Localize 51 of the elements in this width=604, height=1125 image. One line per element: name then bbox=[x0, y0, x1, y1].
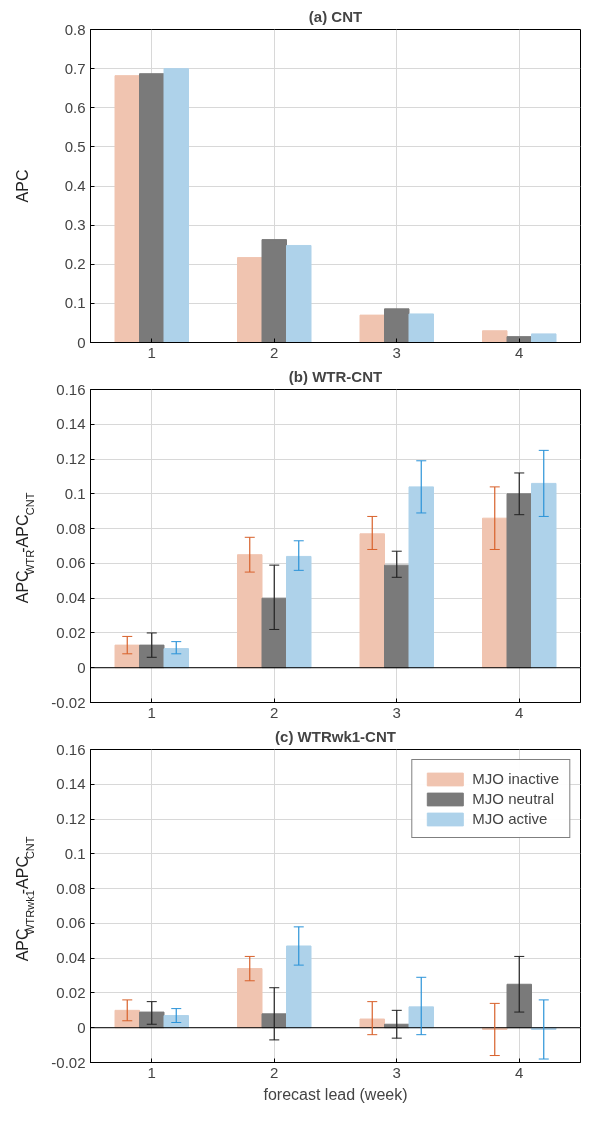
y-tick-label: 0.1 bbox=[64, 844, 86, 862]
x-tick-label: 2 bbox=[270, 703, 279, 721]
y-tick-label: 0.5 bbox=[64, 137, 86, 155]
y-tick-label: 0.02 bbox=[56, 623, 86, 641]
legend-label: MJO neutral bbox=[472, 790, 554, 807]
chart-title: (c) WTRwk1-CNT bbox=[275, 727, 396, 745]
y-tick-label: 0.06 bbox=[56, 554, 86, 572]
chart-title: (a) CNT bbox=[308, 7, 363, 25]
legend-label: MJO active bbox=[472, 810, 548, 827]
x-tick-label: 1 bbox=[147, 343, 156, 361]
x-tick-label: 4 bbox=[515, 703, 524, 721]
y-tick-label: 0.1 bbox=[64, 294, 86, 312]
y-tick-label: 0.14 bbox=[56, 775, 86, 793]
y-tick-label: 0.04 bbox=[56, 589, 86, 607]
legend-label: MJO inactive bbox=[472, 770, 559, 787]
y-tick-label: 0 bbox=[77, 658, 86, 676]
x-tick-label: 1 bbox=[147, 703, 156, 721]
y-tick-label: 0 bbox=[77, 333, 86, 351]
y-tick-label: -0.02 bbox=[51, 1053, 86, 1071]
y-axis-title: APCWTR-APCCNT bbox=[13, 492, 36, 604]
y-tick-label: 0.1 bbox=[64, 484, 86, 502]
x-tick-label: 2 bbox=[270, 343, 279, 361]
x-tick-label: 3 bbox=[392, 1063, 401, 1081]
y-tick-label: 0.2 bbox=[64, 255, 86, 273]
y-tick-label: 0.14 bbox=[56, 415, 86, 433]
x-tick-label: 4 bbox=[515, 343, 524, 361]
x-tick-label: 4 bbox=[515, 1063, 524, 1081]
y-tick-label: 0 bbox=[77, 1018, 86, 1036]
chart-title: (b) WTR-CNT bbox=[288, 367, 383, 385]
y-tick-label: 0.04 bbox=[56, 949, 86, 967]
y-tick-label: 0.12 bbox=[56, 810, 86, 828]
y-axis-title: APCWTRwk1-APCCNT bbox=[13, 836, 36, 962]
y-tick-label: 0.6 bbox=[64, 98, 86, 116]
y-tick-label: 0.08 bbox=[56, 879, 86, 897]
y-tick-label: 0.3 bbox=[64, 216, 86, 234]
y-tick-label: 0.4 bbox=[64, 177, 86, 194]
y-tick-label: -0.02 bbox=[51, 693, 86, 711]
x-tick-label: 3 bbox=[392, 343, 401, 361]
x-tick-label: 2 bbox=[270, 1063, 279, 1081]
y-tick-label: 0.7 bbox=[64, 59, 86, 77]
y-tick-label: 0.8 bbox=[64, 20, 86, 38]
x-axis-title: forecast lead (week) bbox=[263, 1085, 408, 1103]
y-tick-label: 0.02 bbox=[56, 983, 86, 1001]
y-axis-title: APC bbox=[13, 169, 31, 203]
x-tick-label: 3 bbox=[392, 703, 401, 721]
y-tick-label: 0.06 bbox=[56, 914, 86, 932]
y-tick-label: 0.12 bbox=[56, 450, 86, 468]
x-tick-label: 1 bbox=[147, 1063, 156, 1081]
y-tick-label: 0.08 bbox=[56, 519, 86, 537]
y-tick-label: 0.16 bbox=[56, 380, 86, 398]
y-tick-label: 0.16 bbox=[56, 740, 86, 758]
